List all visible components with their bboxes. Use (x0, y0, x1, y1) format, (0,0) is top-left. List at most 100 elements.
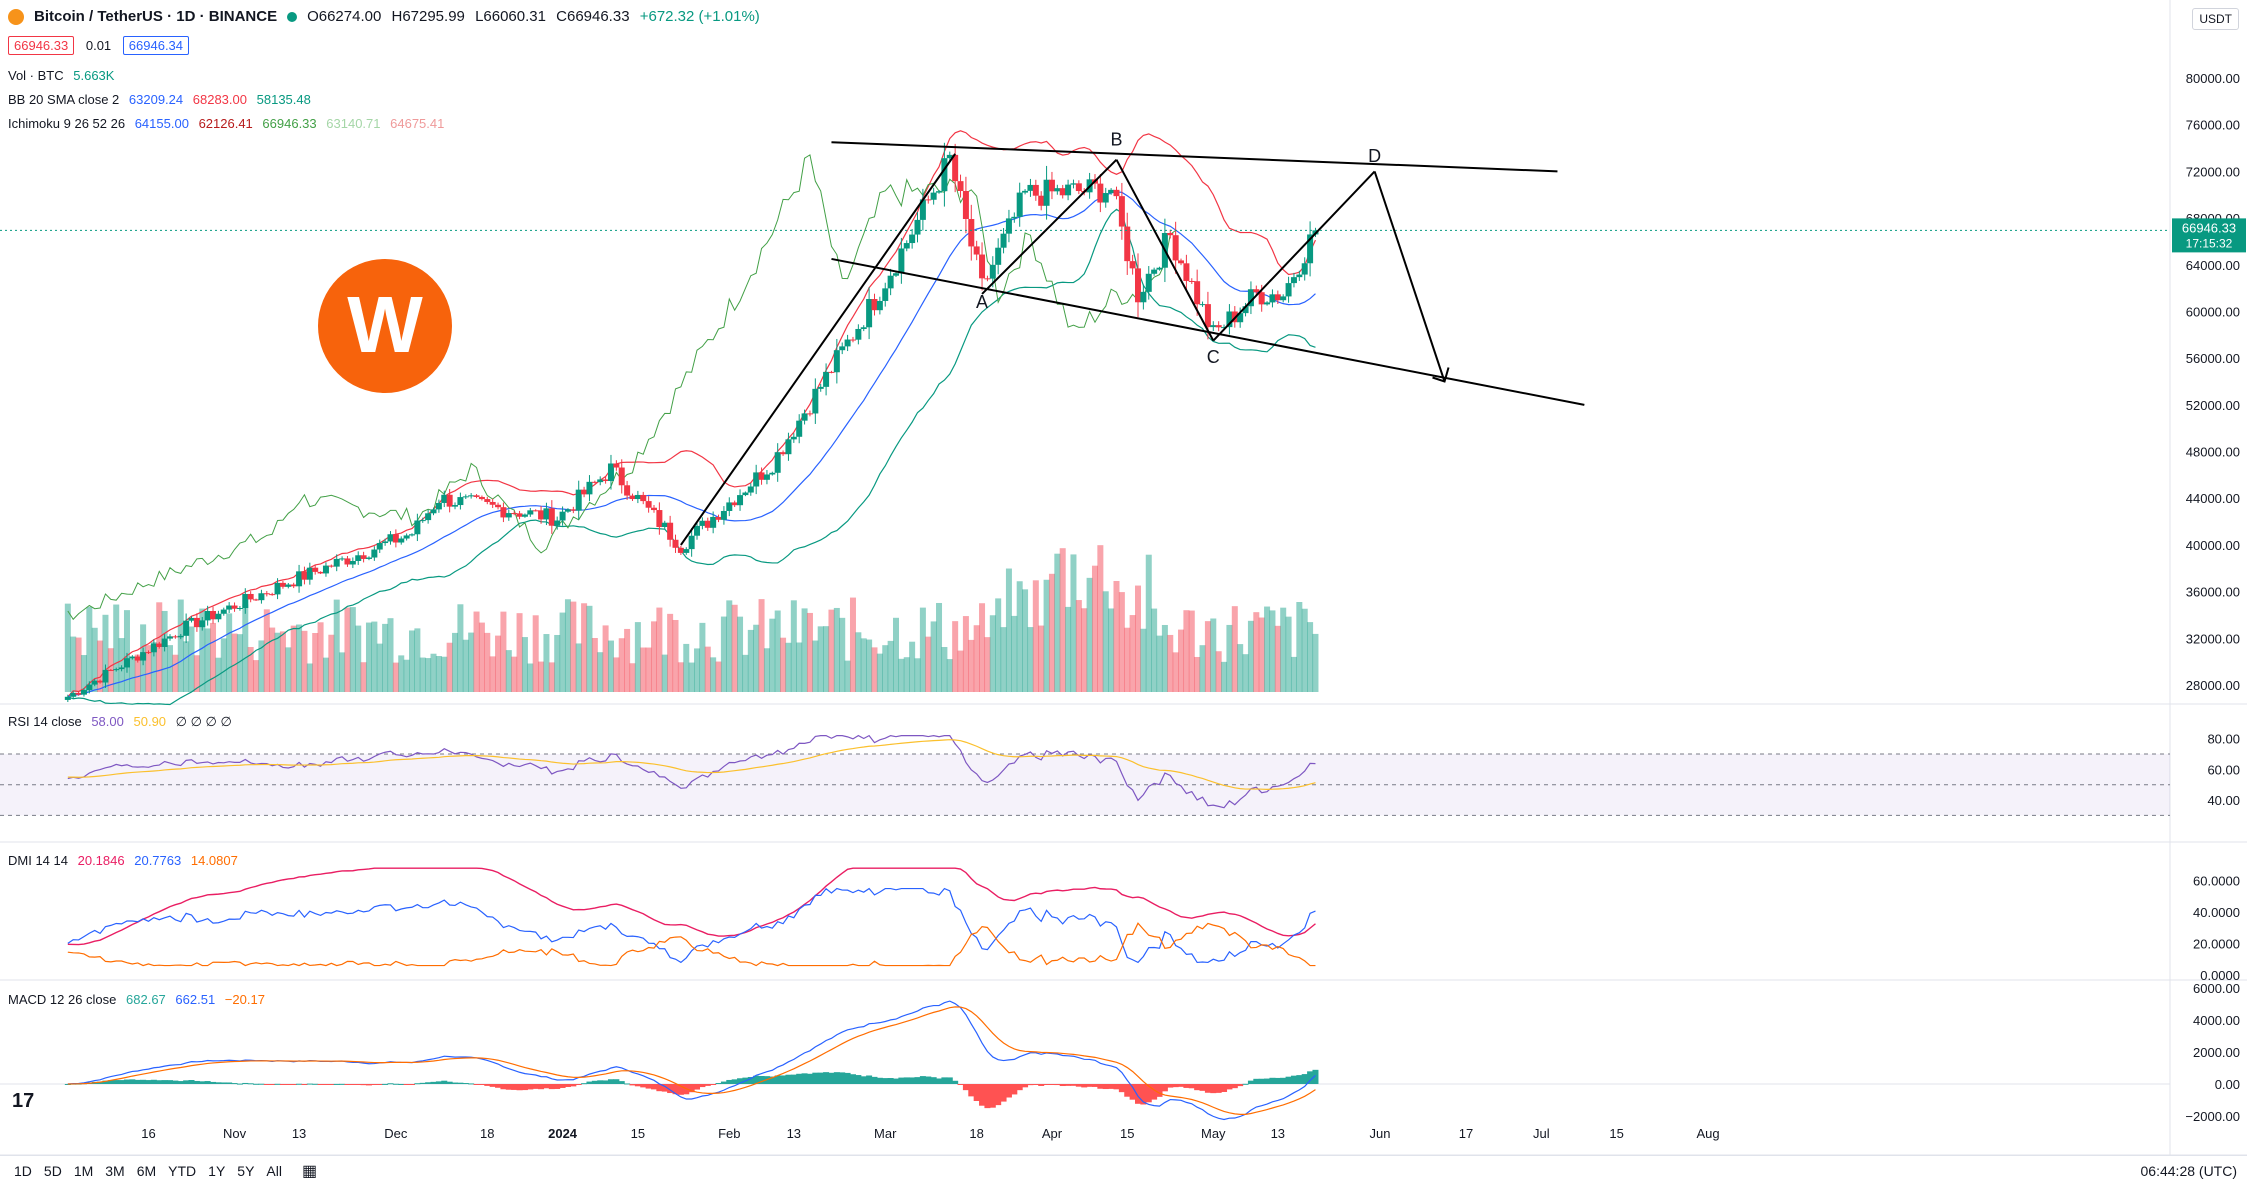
candle-body (1183, 263, 1190, 281)
volume-bar (183, 641, 190, 692)
bb-legend[interactable]: BB 20 SMA close 2 63209.24 68283.00 5813… (8, 92, 311, 107)
candle-body (86, 684, 93, 691)
candle-body (720, 510, 727, 520)
macd-histogram-bar (1113, 1084, 1120, 1090)
volume-bar (683, 643, 690, 692)
macd-histogram-bar (1247, 1080, 1254, 1084)
macd-histogram-bar (661, 1084, 668, 1092)
macd-histogram-bar (107, 1080, 114, 1084)
candle-body (575, 489, 582, 511)
macd-histogram-bar (269, 1084, 276, 1085)
volume-bar (817, 626, 824, 692)
brand-logo: W (318, 259, 452, 393)
minus-di-value: 14.0807 (190, 853, 238, 868)
candle-body (107, 669, 114, 671)
candle-body (167, 636, 173, 639)
range-button-1m[interactable]: 1M (73, 1163, 94, 1179)
range-button-all[interactable]: All (266, 1163, 282, 1179)
macd-histogram-bar (898, 1077, 905, 1084)
ichimoku-legend[interactable]: Ichimoku 9 26 52 26 64155.00 62126.41 66… (8, 116, 444, 131)
macd-histogram-bar (1301, 1074, 1308, 1084)
volume-bar (812, 640, 819, 692)
macd-histogram-bar (995, 1084, 1002, 1106)
candle-body (1027, 184, 1034, 191)
volume-bar (629, 663, 636, 692)
macd-histogram-bar (769, 1076, 776, 1084)
macd-histogram-bar (102, 1080, 109, 1084)
macd-histogram-bar (930, 1077, 937, 1084)
volume-bar (516, 613, 523, 692)
bb-lower: 58135.48 (256, 92, 311, 107)
macd-histogram-bar (1204, 1084, 1211, 1093)
macd-histogram-bar (279, 1084, 286, 1085)
bb-label: BB 20 SMA close 2 (8, 92, 120, 107)
bid-ask-row: 66946.33 0.01 66946.34 (8, 36, 190, 55)
candle-body (91, 680, 98, 685)
volume-bar (113, 604, 120, 692)
symbol-title[interactable]: Bitcoin / TetherUS · 1D · BINANCE (34, 8, 278, 25)
volume-bar (1145, 554, 1152, 692)
candle-body (1005, 218, 1012, 234)
candle-body (430, 509, 437, 514)
macd-histogram-bar (1199, 1084, 1206, 1091)
price-tick-label: 52000.00 (2186, 398, 2240, 413)
volume-bar (543, 634, 550, 692)
range-button-6m[interactable]: 6M (136, 1163, 157, 1179)
macd-histogram-bar (1274, 1077, 1281, 1084)
candle-body (1151, 269, 1158, 274)
candle-body (290, 584, 297, 587)
candle-body (113, 669, 120, 671)
macd-histogram-bar (720, 1081, 727, 1084)
candle-body (1210, 325, 1217, 328)
price-tick-label: 60000.00 (2186, 304, 2240, 319)
candle-body (1065, 184, 1072, 196)
macd-histogram-bar (839, 1072, 846, 1084)
volume-legend[interactable]: Vol · BTC 5.663K (8, 68, 114, 83)
volume-bar (801, 608, 808, 692)
volume-bar (581, 603, 588, 692)
macd-histogram-bar (215, 1082, 222, 1084)
dmi-legend[interactable]: DMI 14 14 20.1846 20.7763 14.0807 (8, 853, 238, 868)
volume-bar (1075, 600, 1082, 692)
range-button-1y[interactable]: 1Y (208, 1163, 226, 1179)
macd-legend[interactable]: MACD 12 26 close 682.67 662.51 −20.17 (8, 992, 265, 1007)
adx-line (67, 867, 1316, 946)
volume-value: 5.663K (73, 68, 115, 83)
volume-bar (785, 642, 792, 692)
candle-body (1102, 193, 1109, 203)
price-tick-label: 72000.00 (2186, 164, 2240, 179)
volume-bar (1199, 645, 1206, 692)
range-button-3m[interactable]: 3M (105, 1163, 125, 1179)
volume-bar (349, 607, 356, 692)
range-button-ytd[interactable]: YTD (168, 1163, 197, 1179)
volume-bar (1048, 573, 1055, 692)
macd-histogram-bar (602, 1080, 609, 1084)
macd-histogram-bar (833, 1072, 840, 1084)
candle-body (446, 494, 453, 507)
volume-bar (1258, 617, 1265, 692)
volume-bar (489, 656, 496, 692)
candle-body (231, 605, 238, 609)
chart-header: Bitcoin / TetherUS · 1D · BINANCE O66274… (8, 8, 766, 25)
calendar-icon[interactable]: ▦ (301, 1163, 318, 1180)
currency-selector[interactable]: USDT (2192, 8, 2239, 30)
buy-button[interactable]: 66946.34 (122, 36, 190, 55)
sell-button[interactable]: 66946.33 (8, 36, 75, 55)
candle-body (780, 452, 787, 455)
volume-bar (538, 661, 545, 692)
macd-histogram-bar (979, 1084, 986, 1106)
macd-histogram-bar (1253, 1078, 1260, 1084)
macd-histogram-bar (554, 1084, 561, 1089)
candle-body (484, 499, 491, 502)
volume-bar (1312, 633, 1319, 692)
volume-bar (145, 645, 152, 692)
macd-histogram-bar (962, 1084, 969, 1091)
candle-body (183, 620, 190, 636)
range-button-5d[interactable]: 5D (43, 1163, 62, 1179)
rsi-legend[interactable]: RSI 14 close 58.00 50.90 ∅ ∅ ∅ ∅ (8, 714, 232, 730)
macd-histogram-bar (1194, 1084, 1201, 1091)
range-button-1d[interactable]: 1D (14, 1163, 32, 1179)
macd-histogram-bar (360, 1084, 367, 1086)
range-button-5y[interactable]: 5Y (237, 1163, 255, 1179)
